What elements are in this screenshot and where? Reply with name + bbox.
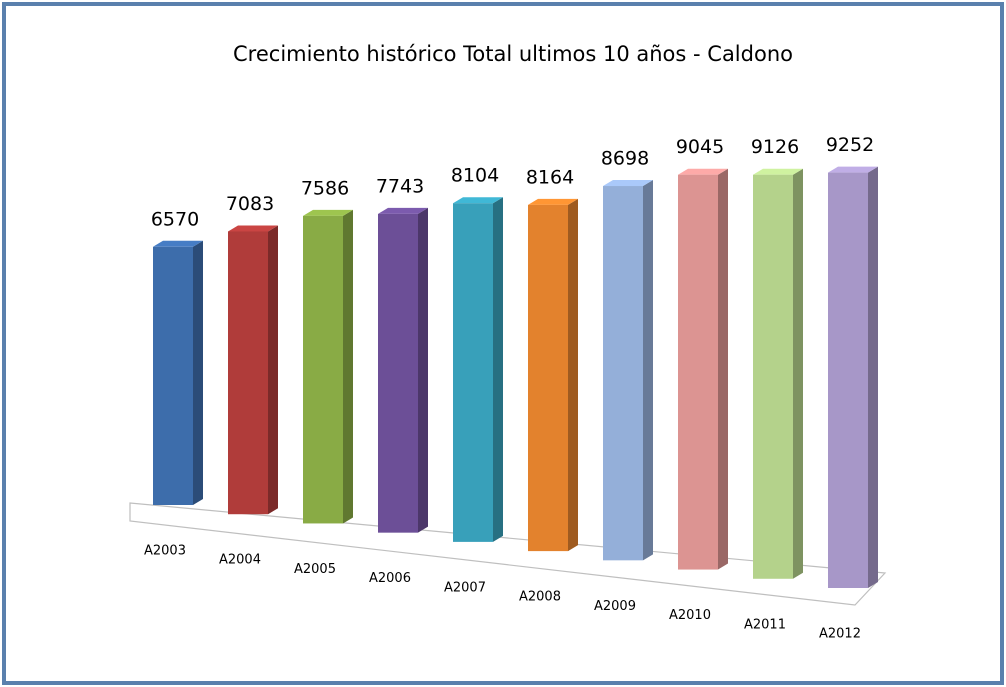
bar-side xyxy=(418,207,428,533)
x-tick-label: A2008 xyxy=(519,590,561,605)
value-label: 8698 xyxy=(601,148,649,170)
bar-top xyxy=(528,198,578,205)
bar-side xyxy=(793,168,803,579)
x-tick-label: A2006 xyxy=(369,571,411,586)
value-label: 8104 xyxy=(451,165,499,187)
bar-top xyxy=(678,168,728,175)
x-tick-label: A2011 xyxy=(744,617,786,632)
x-tick-label: A2012 xyxy=(819,627,861,642)
x-tick-label: A2005 xyxy=(294,562,336,577)
value-label: 9252 xyxy=(826,134,874,156)
value-label: 7083 xyxy=(226,193,274,215)
bar xyxy=(153,246,193,505)
x-tick-label: A2007 xyxy=(444,580,486,595)
bar xyxy=(828,172,868,588)
bar-side xyxy=(268,225,278,515)
value-label: 7743 xyxy=(376,175,424,197)
bar-top xyxy=(228,225,278,232)
value-label: 7586 xyxy=(301,177,349,199)
bar-top xyxy=(453,197,503,204)
bar-top xyxy=(378,207,428,214)
bar-side xyxy=(193,240,203,505)
bar-top xyxy=(828,166,878,173)
bar xyxy=(528,204,568,552)
bar xyxy=(753,174,793,579)
bar-top xyxy=(153,240,203,247)
bar-side xyxy=(568,198,578,552)
bar xyxy=(378,213,418,533)
bar-side xyxy=(493,197,503,542)
x-tick-label: A2004 xyxy=(219,553,261,568)
value-label: 9126 xyxy=(751,136,799,158)
value-label: 9045 xyxy=(676,136,724,158)
bar xyxy=(303,215,343,524)
x-tick-label: A2009 xyxy=(594,599,636,614)
x-tick-label: A2010 xyxy=(669,608,711,623)
bar-side xyxy=(643,180,653,561)
bar-top xyxy=(603,180,653,187)
bar xyxy=(228,231,268,515)
bar xyxy=(603,186,643,561)
bar-top xyxy=(303,209,353,216)
value-label: 6570 xyxy=(151,208,199,230)
bar xyxy=(453,203,493,542)
bar-side xyxy=(343,209,353,524)
bar-side xyxy=(718,168,728,570)
chart-title: Crecimiento histórico Total ultimos 10 a… xyxy=(233,42,793,66)
bar-side xyxy=(868,166,878,588)
value-label: 8164 xyxy=(526,166,574,188)
bar xyxy=(678,174,718,570)
bar-top xyxy=(753,168,803,175)
x-tick-label: A2003 xyxy=(144,544,186,559)
